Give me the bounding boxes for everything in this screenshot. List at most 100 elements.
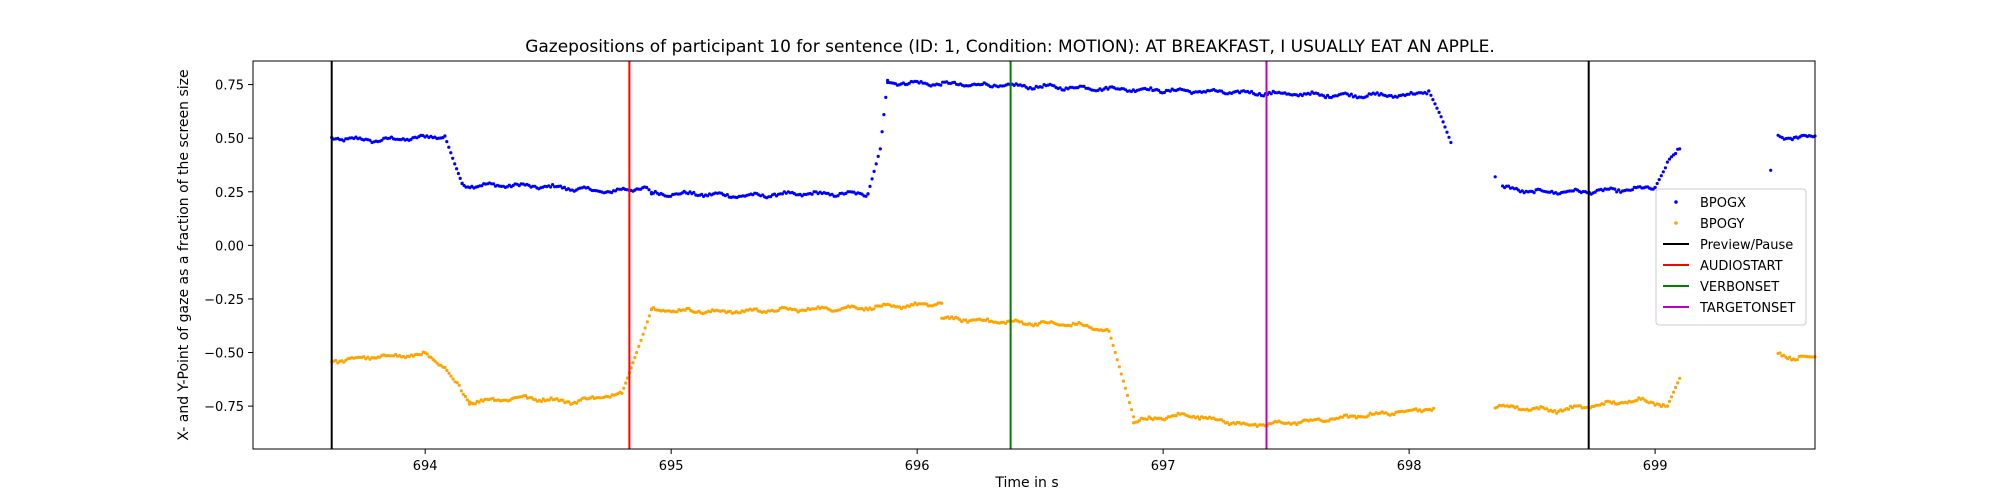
data-point bbox=[1414, 407, 1418, 411]
data-point bbox=[639, 338, 643, 342]
data-point bbox=[1674, 151, 1678, 156]
data-point bbox=[451, 156, 455, 160]
data-point bbox=[1019, 320, 1024, 324]
x-axis-label: Time in s bbox=[994, 475, 1058, 491]
data-point bbox=[1566, 407, 1571, 411]
data-point bbox=[911, 303, 915, 307]
data-point bbox=[562, 185, 567, 189]
data-point bbox=[1127, 401, 1132, 405]
data-point bbox=[1062, 88, 1066, 92]
data-point bbox=[547, 398, 551, 402]
data-point bbox=[362, 355, 366, 359]
data-point bbox=[622, 386, 626, 390]
data-point bbox=[1602, 402, 1606, 406]
data-point bbox=[342, 360, 346, 364]
data-point bbox=[1174, 414, 1178, 418]
y-tick-label: −0.50 bbox=[204, 347, 244, 362]
data-point bbox=[368, 138, 372, 142]
data-point bbox=[1493, 175, 1497, 179]
data-point bbox=[814, 307, 818, 311]
axes-frame bbox=[252, 60, 1816, 450]
data-point bbox=[1431, 98, 1435, 102]
data-point bbox=[647, 314, 652, 318]
data-point bbox=[1121, 379, 1125, 383]
data-point bbox=[1198, 417, 1202, 421]
data-point bbox=[1615, 190, 1619, 194]
data-point bbox=[635, 350, 639, 355]
x-tick-label: 694 bbox=[413, 459, 438, 474]
data-point bbox=[700, 192, 704, 196]
data-point bbox=[1117, 365, 1121, 369]
data-point bbox=[449, 374, 453, 378]
data-point bbox=[491, 396, 495, 400]
x-axis-ticks: 694 695 696 697 698 699 bbox=[413, 449, 1668, 474]
data-point bbox=[810, 192, 814, 196]
y-tick-label: −0.75 bbox=[204, 400, 244, 415]
data-point bbox=[876, 154, 880, 158]
data-point bbox=[524, 394, 528, 398]
data-point bbox=[1449, 140, 1453, 145]
data-point bbox=[1106, 87, 1110, 91]
data-point bbox=[866, 192, 870, 196]
data-point bbox=[958, 318, 962, 322]
data-point bbox=[1125, 393, 1130, 397]
data-point bbox=[1119, 372, 1123, 376]
data-point bbox=[1674, 385, 1678, 390]
data-point bbox=[460, 182, 464, 186]
data-point bbox=[1058, 86, 1062, 90]
data-point bbox=[1655, 181, 1659, 186]
data-point bbox=[459, 389, 463, 393]
data-point bbox=[461, 392, 465, 396]
data-point bbox=[610, 191, 614, 195]
data-point bbox=[1392, 412, 1396, 417]
data-point bbox=[872, 169, 876, 173]
data-point bbox=[754, 307, 758, 311]
data-point bbox=[435, 361, 439, 365]
legend-label: VERBONSET bbox=[1700, 280, 1779, 295]
data-point bbox=[342, 139, 346, 143]
data-point bbox=[443, 134, 447, 138]
data-point bbox=[445, 368, 449, 372]
data-point bbox=[950, 315, 954, 319]
data-point bbox=[1661, 170, 1665, 174]
data-point bbox=[1113, 350, 1117, 355]
data-point bbox=[1669, 155, 1674, 159]
data-point bbox=[1437, 110, 1441, 114]
data-point bbox=[1447, 135, 1451, 139]
data-point bbox=[567, 400, 571, 404]
legend-label: BPOGY bbox=[1700, 217, 1744, 232]
data-point bbox=[1344, 413, 1348, 417]
data-point bbox=[1082, 84, 1086, 88]
data-point bbox=[1445, 130, 1449, 134]
data-point bbox=[1427, 89, 1431, 93]
data-point bbox=[433, 359, 437, 363]
data-point bbox=[1418, 408, 1422, 412]
data-point bbox=[804, 308, 808, 312]
data-point bbox=[453, 162, 457, 166]
data-point bbox=[575, 401, 579, 405]
data-point bbox=[429, 355, 433, 359]
data-point bbox=[455, 167, 459, 171]
data-point bbox=[1257, 92, 1262, 96]
data-point bbox=[880, 304, 884, 308]
data-point bbox=[1109, 336, 1113, 340]
data-point bbox=[1308, 92, 1312, 96]
y-tick-label: 0.00 bbox=[215, 239, 244, 254]
data-point bbox=[728, 309, 732, 313]
data-point bbox=[886, 78, 890, 82]
data-point bbox=[1788, 355, 1792, 359]
data-point bbox=[1663, 166, 1667, 170]
legend-label: BPOGX bbox=[1700, 196, 1746, 211]
data-point bbox=[1769, 168, 1773, 172]
data-point bbox=[882, 113, 886, 117]
data-point bbox=[1349, 92, 1353, 96]
data-point bbox=[1250, 89, 1254, 94]
data-point bbox=[645, 185, 649, 190]
data-point bbox=[1365, 94, 1369, 98]
data-point bbox=[1324, 96, 1328, 100]
data-point bbox=[836, 194, 840, 198]
data-point bbox=[458, 176, 462, 180]
data-point bbox=[1107, 329, 1111, 333]
data-point bbox=[1221, 419, 1225, 423]
data-point bbox=[874, 162, 878, 166]
